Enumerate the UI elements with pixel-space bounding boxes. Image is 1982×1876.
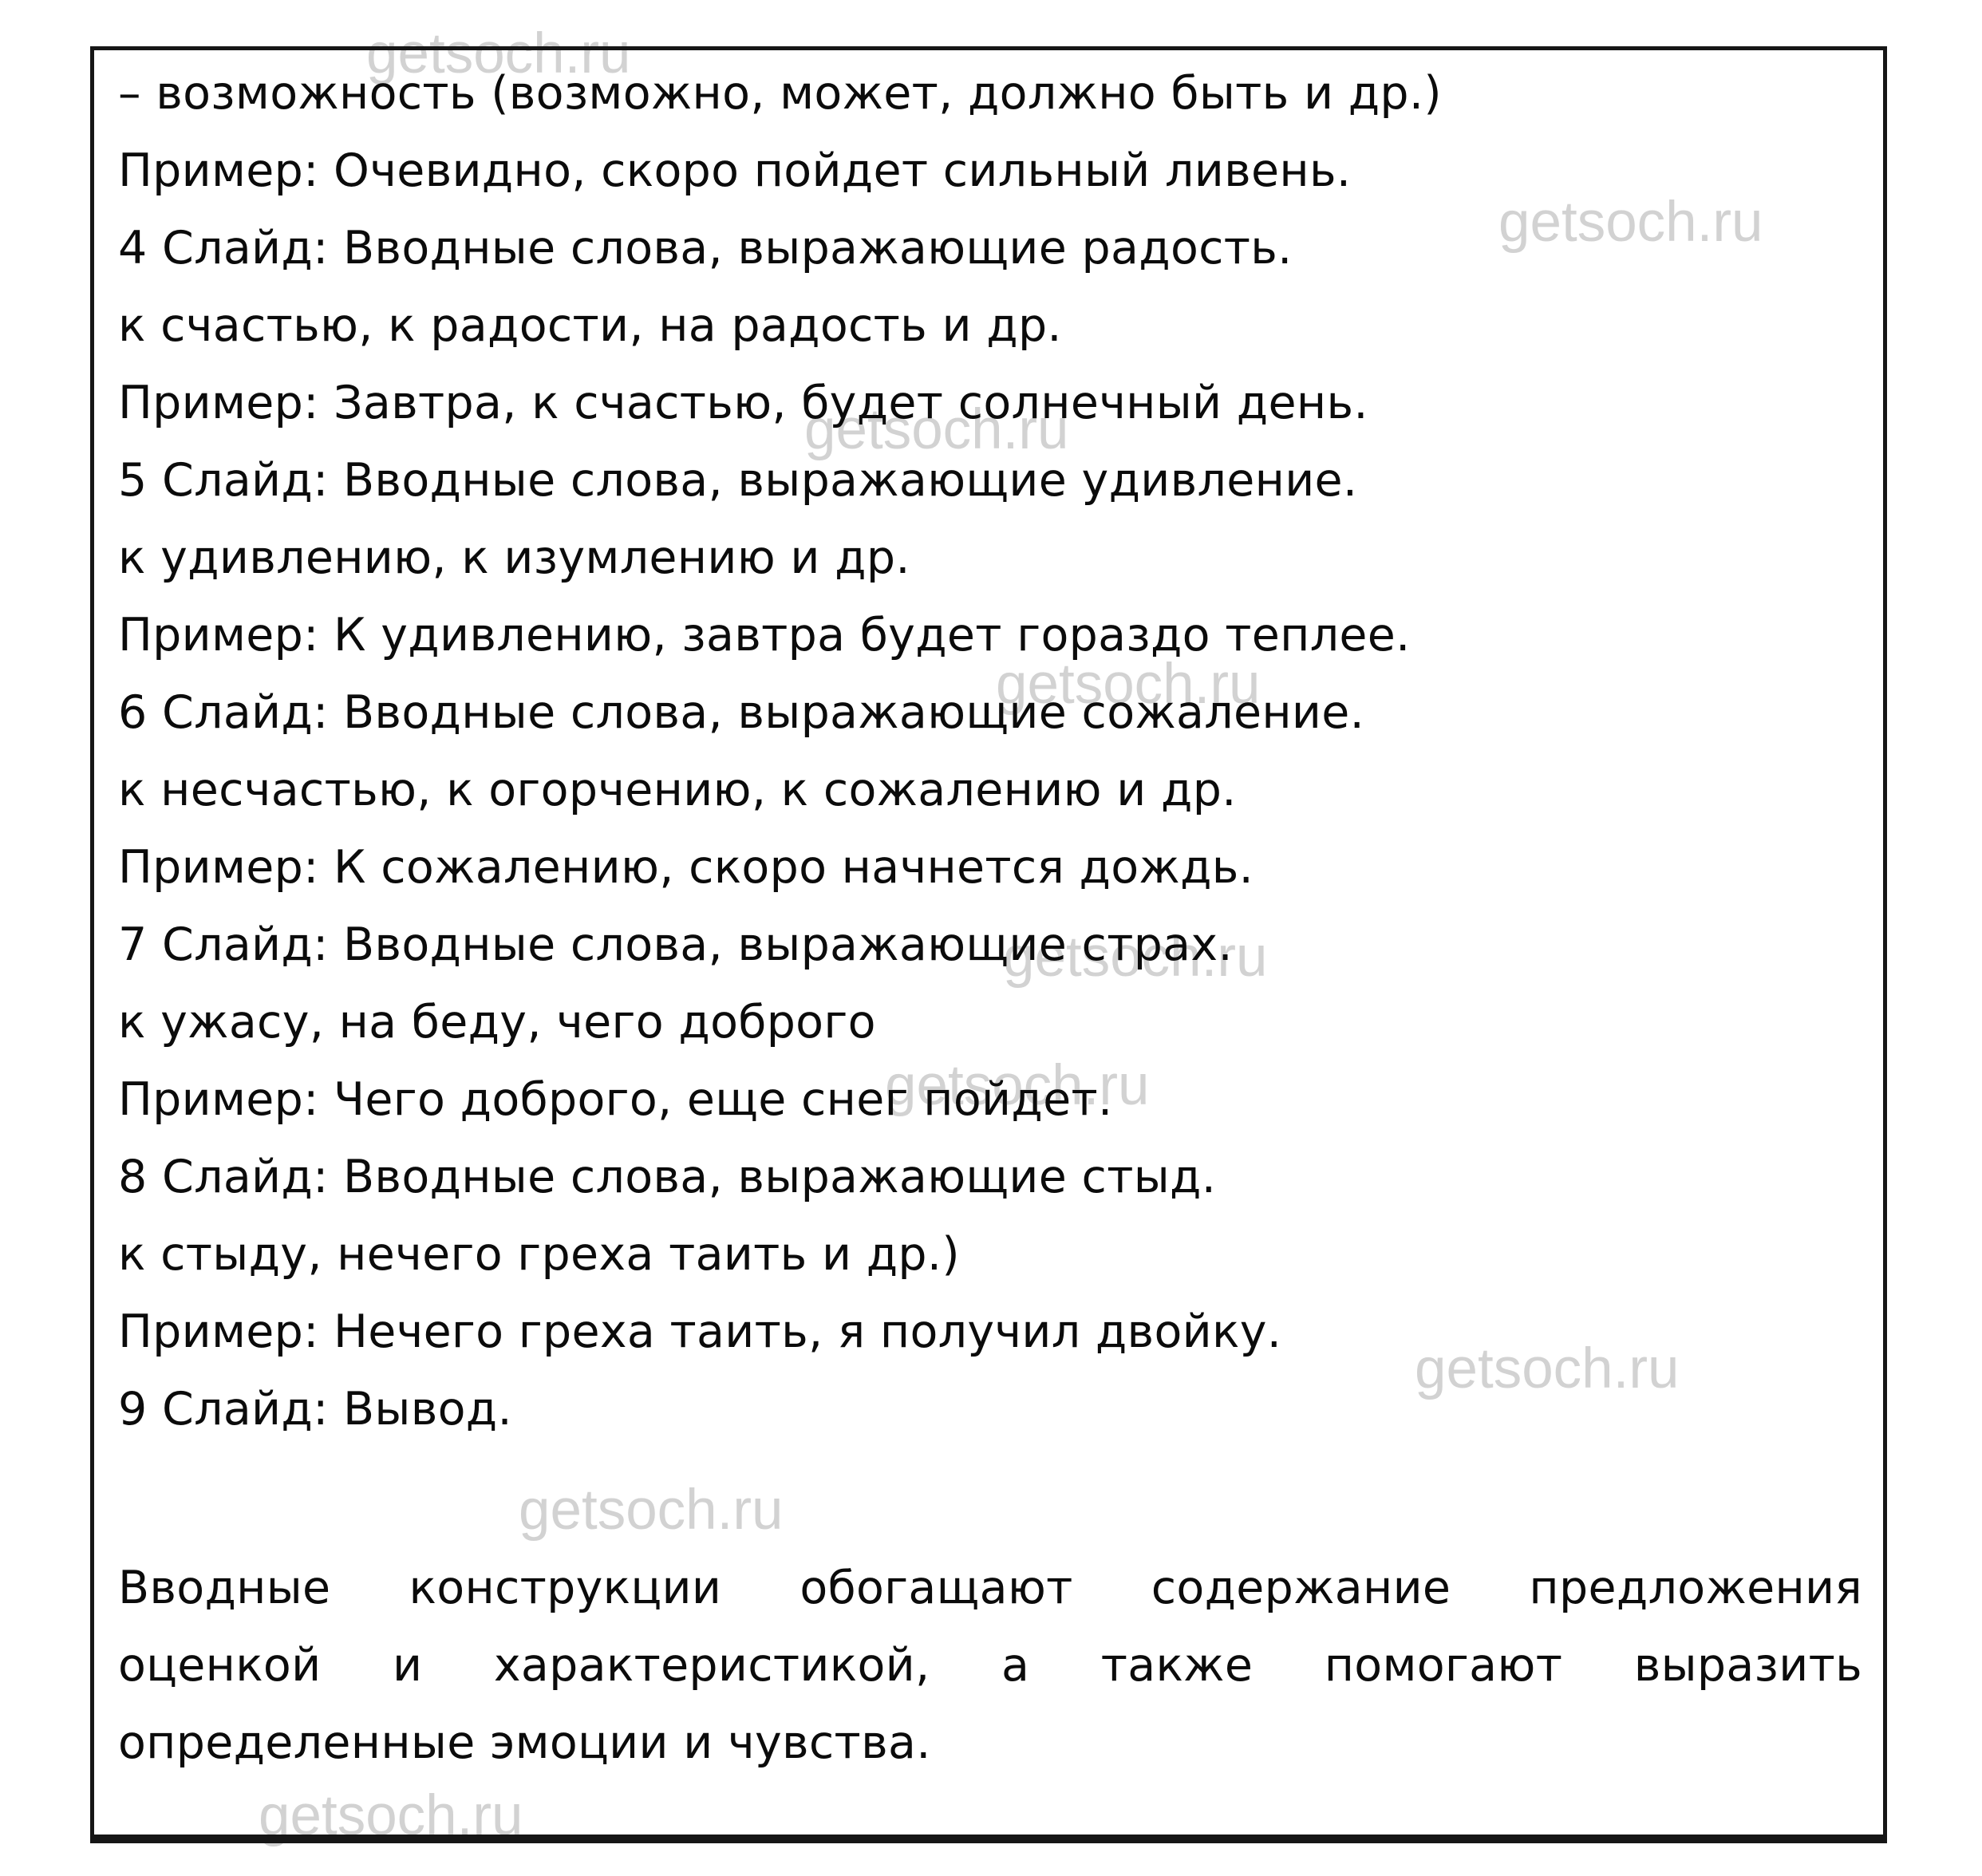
conclusion-line: оценкой и характеристикой, а также помог… xyxy=(118,1639,1862,1692)
text-line: Пример: Чего доброго, еще снег пойдет. xyxy=(118,1073,1113,1126)
text-line: 4 Слайд: Вводные слова, выражающие радос… xyxy=(118,222,1293,274)
getsoch-watermark: getsoch.ru xyxy=(804,398,1069,461)
text-line: 7 Слайд: Вводные слова, выражающие страх… xyxy=(118,918,1233,971)
getsoch-watermark: getsoch.ru xyxy=(519,1479,784,1542)
text-line: 6 Слайд: Вводные слова, выражающие сожал… xyxy=(118,686,1365,739)
getsoch-watermark: getsoch.ru xyxy=(366,22,631,85)
getsoch-watermark: getsoch.ru xyxy=(1003,926,1268,989)
text-line: к удивлению, к изумлению и др. xyxy=(118,531,910,584)
document-content: – возможность (возможно, может, должно б… xyxy=(94,50,1883,1782)
text-line: к ужасу, на беду, чего доброго xyxy=(118,996,876,1049)
conclusion-line: определенные эмоции и чувства. xyxy=(118,1716,931,1769)
text-line: – возможность (возможно, может, должно б… xyxy=(118,67,1442,120)
getsoch-watermark: getsoch.ru xyxy=(1415,1337,1680,1400)
conclusion-line: Вводные конструкции обогащают содержание… xyxy=(118,1562,1862,1614)
text-line: Пример: Завтра, к счастью, будет солнечн… xyxy=(118,377,1368,429)
text-line: к несчастью, к огорчению, к сожалению и … xyxy=(118,764,1237,816)
getsoch-watermark: getsoch.ru xyxy=(1498,191,1763,254)
text-line: к счастью, к радости, на радость и др. xyxy=(118,299,1062,352)
text-line: Пример: К удивлению, завтра будет горазд… xyxy=(118,609,1411,662)
text-line: к стыду, нечего греха таить и др.) xyxy=(118,1228,960,1281)
paragraph-gap xyxy=(118,1448,1862,1550)
text-line: 5 Слайд: Вводные слова, выражающие удивл… xyxy=(118,454,1358,507)
text-line: Пример: Нечего греха таить, я получил дв… xyxy=(118,1305,1282,1358)
document-panel: – возможность (возможно, может, должно б… xyxy=(90,46,1887,1843)
text-line: Пример: К сожалению, скоро начнется дожд… xyxy=(118,841,1254,894)
getsoch-watermark: getsoch.ru xyxy=(996,653,1261,716)
text-line: Пример: Очевидно, скоро пойдет сильный л… xyxy=(118,144,1352,197)
text-line: 8 Слайд: Вводные слова, выражающие стыд. xyxy=(118,1151,1217,1203)
getsoch-watermark: getsoch.ru xyxy=(885,1054,1150,1117)
getsoch-watermark: getsoch.ru xyxy=(259,1784,523,1847)
text-line: 9 Слайд: Вывод. xyxy=(118,1383,512,1436)
